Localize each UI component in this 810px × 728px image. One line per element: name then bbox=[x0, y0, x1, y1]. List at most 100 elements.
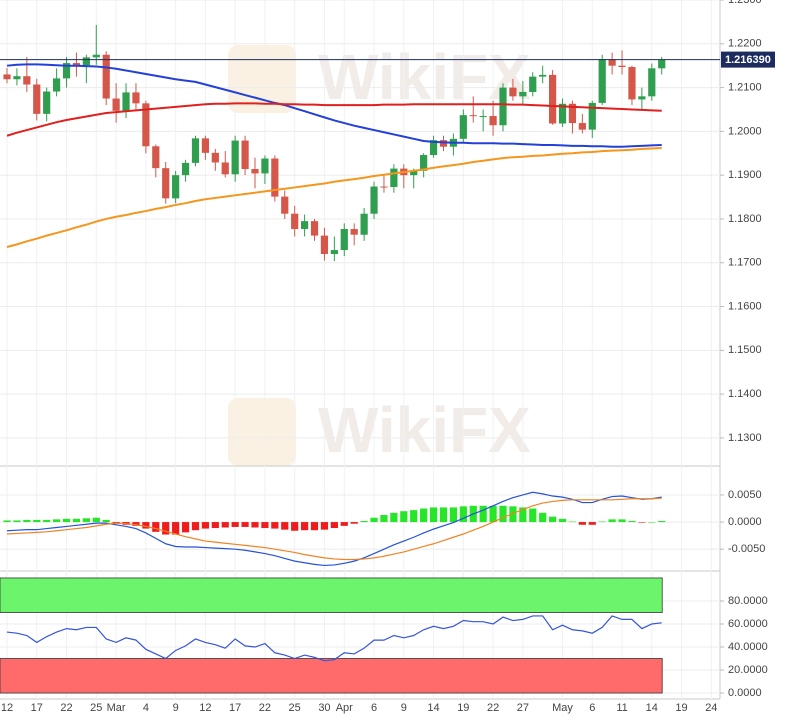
histogram-bar bbox=[628, 520, 636, 523]
candle-body bbox=[380, 186, 388, 188]
histogram-bar bbox=[172, 522, 180, 535]
candle-body bbox=[221, 162, 229, 175]
histogram-bar bbox=[33, 519, 41, 523]
histogram-bar bbox=[638, 522, 646, 523]
candle-body bbox=[53, 78, 61, 92]
candle-body bbox=[558, 103, 567, 124]
candle-body bbox=[598, 59, 606, 103]
candle-body bbox=[350, 229, 358, 235]
histogram-bar bbox=[479, 505, 487, 523]
histogram-bar bbox=[539, 512, 547, 523]
histogram-bar bbox=[241, 522, 249, 527]
x-tick-label: 19 bbox=[675, 702, 687, 714]
candle-body bbox=[578, 123, 586, 130]
histogram-bar bbox=[330, 522, 338, 529]
candle-body bbox=[291, 213, 299, 230]
histogram-bar bbox=[618, 519, 626, 523]
histogram-bar bbox=[350, 522, 358, 524]
histogram-bar bbox=[301, 522, 309, 531]
candle-body bbox=[568, 103, 577, 124]
histogram-bar bbox=[489, 505, 497, 523]
x-tick-label: 22 bbox=[60, 702, 72, 714]
candle-body bbox=[201, 138, 209, 153]
histogram-bar bbox=[459, 506, 467, 523]
histogram-bar bbox=[142, 522, 150, 529]
x-tick-label: 9 bbox=[173, 702, 179, 714]
candle-body bbox=[658, 59, 666, 69]
histogram-bar bbox=[449, 507, 457, 523]
y-tick-label: 0.0000 bbox=[728, 516, 762, 528]
x-tick-label: 9 bbox=[401, 702, 407, 714]
last-price-box bbox=[721, 51, 775, 68]
candle-body bbox=[301, 221, 309, 230]
y-tick-label: 20.0000 bbox=[728, 664, 768, 676]
x-tick-label: 4 bbox=[143, 702, 149, 714]
candle-body bbox=[529, 76, 537, 92]
x-tick-label: 11 bbox=[616, 702, 627, 714]
candle-body bbox=[509, 87, 517, 97]
candle-body bbox=[439, 140, 448, 147]
candle-body bbox=[519, 91, 527, 97]
histogram-bar bbox=[410, 510, 418, 523]
candle-body bbox=[588, 102, 596, 130]
indicator-line bbox=[6, 147, 662, 248]
x-tick-label: 14 bbox=[427, 702, 439, 714]
histogram-bar bbox=[23, 519, 31, 523]
y-tick-label: 1.1900 bbox=[728, 169, 762, 181]
candle-body bbox=[33, 84, 41, 114]
histogram-bar bbox=[261, 522, 269, 529]
histogram-bar bbox=[588, 522, 596, 525]
histogram-bar bbox=[549, 516, 557, 523]
histogram-bar bbox=[231, 522, 239, 527]
candle-body bbox=[191, 138, 200, 163]
candle-body bbox=[499, 87, 507, 126]
candle-body bbox=[271, 158, 279, 197]
candle-body bbox=[43, 91, 51, 114]
histogram-bar bbox=[310, 522, 319, 531]
candle-body bbox=[142, 103, 150, 147]
histogram-bar bbox=[162, 522, 170, 535]
x-tick-label: 22 bbox=[487, 702, 499, 714]
candle-body bbox=[62, 63, 71, 79]
histogram-bar bbox=[3, 520, 11, 523]
histogram-bar bbox=[509, 506, 517, 523]
indicator-line bbox=[6, 102, 662, 137]
histogram-bar bbox=[370, 517, 378, 523]
candle-body bbox=[82, 57, 90, 66]
histogram-bar bbox=[152, 522, 160, 532]
rsi-band bbox=[0, 577, 663, 613]
candle-body bbox=[420, 155, 428, 171]
histogram-bar bbox=[340, 522, 348, 526]
histogram-bar bbox=[132, 522, 140, 526]
candle-body bbox=[648, 68, 656, 97]
x-tick-label: 25 bbox=[90, 702, 102, 714]
candle-body bbox=[618, 65, 626, 68]
histogram-bar bbox=[499, 505, 507, 523]
candle-body bbox=[23, 76, 31, 85]
y-tick-label: 1.2000 bbox=[728, 125, 762, 137]
histogram-bar bbox=[221, 522, 229, 528]
x-tick-label: 30 bbox=[318, 702, 330, 714]
candle-body bbox=[360, 213, 368, 235]
candle-body bbox=[152, 146, 160, 169]
candle-body bbox=[479, 116, 487, 118]
y-tick-label: 1.1500 bbox=[728, 344, 762, 356]
histogram-bar bbox=[648, 522, 656, 523]
histogram-bar bbox=[211, 522, 219, 529]
y-tick-label: 1.1300 bbox=[728, 432, 762, 444]
x-tick-label: 24 bbox=[705, 702, 717, 714]
candle-body bbox=[539, 74, 547, 77]
histogram-bar bbox=[608, 519, 616, 523]
indicator-line bbox=[6, 615, 662, 662]
histogram-bar bbox=[400, 511, 408, 523]
histogram-bar bbox=[251, 522, 259, 528]
candle-body bbox=[469, 115, 477, 117]
histogram-bar bbox=[281, 522, 289, 530]
candle-body bbox=[489, 116, 497, 126]
candle-body bbox=[429, 140, 438, 156]
histogram-bar bbox=[578, 522, 586, 525]
histogram-bar bbox=[72, 518, 81, 523]
histogram-bar bbox=[558, 518, 567, 523]
y-tick-label: 1.1800 bbox=[728, 213, 762, 225]
